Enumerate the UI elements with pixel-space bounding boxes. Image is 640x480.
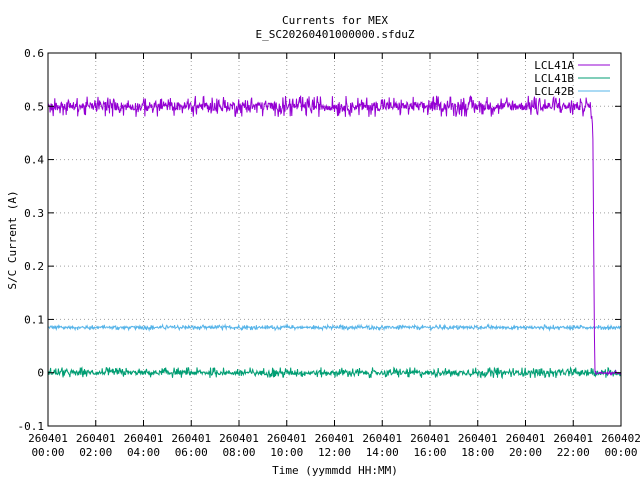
x-tick-label-date: 260401 [267,432,307,445]
x-tick-label-time: 08:00 [222,446,255,459]
x-tick-label-date: 260401 [553,432,593,445]
x-tick-label-time: 06:00 [175,446,208,459]
legend-label-lcl41b: LCL41B [534,72,574,85]
x-tick-label-time: 12:00 [318,446,351,459]
x-tick-label-time: 10:00 [270,446,303,459]
x-tick-label-date: 260401 [410,432,450,445]
x-tick-label-date: 260401 [362,432,402,445]
y-axis: -0.1 0 0.1 0.2 0.3 0.4 0.5 0.6 [18,47,621,433]
x-tick-label-time: 02:00 [79,446,112,459]
x-tick-label-date: 260401 [506,432,546,445]
chart-title: Currents for MEX [282,14,388,27]
x-axis-label: Time (yymmdd HH:MM) [272,464,398,477]
x-tick-label-date: 260401 [76,432,116,445]
x-tick-label-time: 00:00 [31,446,64,459]
x-tick-label-time: 16:00 [413,446,446,459]
series-line-lcl41a [47,94,622,376]
x-tick-label-date: 260401 [219,432,259,445]
legend-label-lcl42b: LCL42B [534,85,574,98]
x-tick-label-time: 00:00 [604,446,637,459]
x-tick-label-time: 04:00 [127,446,160,459]
chart-subtitle: E_SC20260401000000.sfduZ [256,28,415,41]
y-tick-label: 0.6 [24,47,44,60]
x-tick-label-date: 260401 [315,432,355,445]
y-tick-label: 0.3 [24,207,44,220]
x-tick-label-date: 260401 [28,432,68,445]
x-axis: 26040100:0026040102:0026040104:002604010… [28,53,640,459]
x-tick-label-time: 18:00 [461,446,494,459]
x-tick-label-date: 260401 [171,432,211,445]
y-tick-label: 0 [37,367,44,380]
legend-label-lcl41a: LCL41A [534,59,574,72]
x-tick-label-time: 20:00 [509,446,542,459]
series-line-lcl42b [47,323,622,332]
y-axis-label: S/C Current (A) [6,190,19,289]
series-line-lcl41b [47,366,622,380]
y-tick-label: 0.4 [24,154,44,167]
y-tick-label: 0.1 [24,313,44,326]
y-tick-label: 0.5 [24,100,44,113]
series-layer [47,94,622,380]
x-tick-label-date: 260401 [124,432,164,445]
x-tick-label-time: 22:00 [557,446,590,459]
x-tick-label-time: 14:00 [366,446,399,459]
y-tick-label: -0.1 [18,420,45,433]
x-tick-label-date: 260402 [601,432,640,445]
x-tick-label-date: 260401 [458,432,498,445]
y-tick-label: 0.2 [24,260,44,273]
